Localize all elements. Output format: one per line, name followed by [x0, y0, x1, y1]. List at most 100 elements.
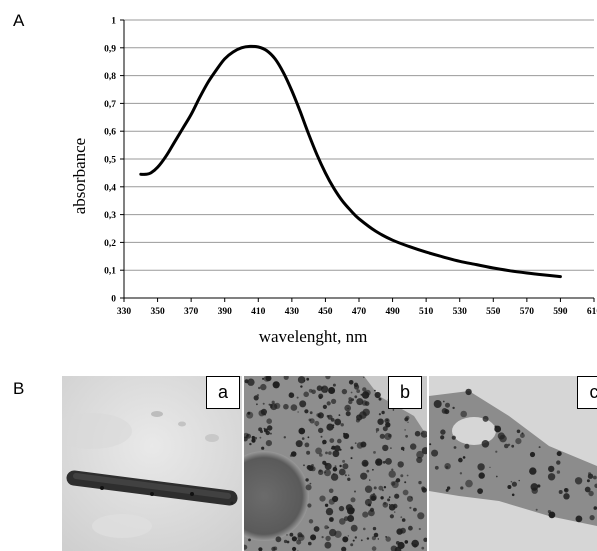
particle-dot [416, 456, 423, 464]
particle-dot [515, 438, 522, 445]
particle-dot [382, 460, 386, 464]
particle-dot [307, 465, 314, 471]
particle-dot [404, 429, 406, 431]
particle-dot [289, 392, 292, 395]
particle-dot [442, 400, 445, 403]
particle-dot [377, 538, 379, 540]
particle-dot [445, 402, 450, 408]
particle-dot [518, 479, 520, 482]
particle-dot [244, 379, 249, 384]
x-tick-label: 550 [486, 307, 501, 317]
particle-dot [329, 528, 337, 537]
particle-dot [373, 493, 375, 495]
particle-dot [259, 436, 262, 439]
particle-dot [386, 419, 389, 422]
particle-dot [263, 428, 268, 433]
particle-dot [372, 468, 374, 471]
particle-dot [360, 539, 363, 542]
particle-dot [341, 546, 347, 551]
particle-dot [382, 426, 388, 432]
particle-dot [362, 511, 369, 518]
particle-dot [413, 543, 417, 548]
particle-dot [322, 439, 327, 445]
micrograph-c: c [429, 376, 597, 551]
particle-dot [344, 474, 347, 477]
particle-dot [547, 473, 556, 481]
particle-dot [446, 486, 451, 490]
y-tick-label: 0 [111, 295, 116, 305]
x-tick-label: 410 [251, 307, 266, 317]
particle-dot [459, 472, 463, 475]
particle-dot [271, 400, 275, 404]
particle-dot [368, 509, 375, 517]
particle-dot [366, 537, 370, 540]
particle-dot [332, 426, 335, 429]
particle-dot [246, 434, 249, 437]
particle-dot [347, 407, 349, 410]
particle-dot [587, 473, 594, 479]
particle-dot [404, 540, 409, 544]
particle-dot [244, 544, 248, 550]
particle-dot [301, 535, 304, 538]
particle-dot [318, 427, 324, 434]
particle-dot [374, 389, 376, 392]
particle-dot [375, 428, 380, 432]
particle-dot [308, 519, 314, 524]
particle-dot [339, 518, 346, 525]
particle-dot [271, 546, 276, 551]
particle-dot [440, 429, 446, 435]
particle-dot [406, 474, 409, 477]
particle-dot [556, 470, 561, 474]
particle-dot [372, 526, 377, 531]
particle-dot [404, 417, 409, 422]
x-tick-label: 350 [150, 307, 165, 317]
particle-dot [348, 474, 350, 476]
y-tick-label: 0,8 [104, 72, 116, 82]
particle-dot [364, 485, 373, 493]
particle-dot [369, 479, 371, 481]
particle-dot [378, 485, 384, 491]
micrograph-a-image [62, 376, 242, 551]
particle-dot [405, 434, 408, 438]
particle-dot [319, 453, 323, 457]
particle-dot [331, 398, 337, 404]
particle-dot [409, 506, 412, 509]
chart-grid [124, 19, 594, 271]
particle-dot [332, 450, 340, 458]
particle-dot [313, 526, 320, 532]
particle-dot [359, 411, 367, 419]
x-tick-label: 530 [453, 307, 468, 317]
particle-dot [356, 398, 364, 406]
y-tick-label: 1 [111, 17, 116, 27]
particle-dot [511, 481, 517, 487]
particle-dot [377, 418, 384, 425]
particle-dot [511, 493, 515, 497]
particle-dot [465, 388, 472, 396]
particle-dot [322, 443, 324, 445]
particle-dot [516, 429, 521, 434]
particle-dot [395, 541, 400, 545]
particle-dot [297, 533, 305, 541]
particle-dot [406, 495, 414, 502]
particle-dot [303, 464, 305, 467]
particle-dot [347, 477, 351, 481]
micrograph-c-image [429, 376, 597, 551]
particle-dot [328, 451, 332, 455]
y-tick-label: 0,7 [104, 100, 116, 110]
particle-dot [350, 457, 353, 460]
particle-dot [371, 546, 377, 551]
particle-dot [391, 468, 394, 471]
particle-dot [350, 524, 358, 532]
y-tick-label: 0,3 [104, 211, 116, 221]
x-tick-label: 430 [285, 307, 300, 317]
particle-dot [348, 399, 353, 405]
particle-dot [564, 488, 569, 493]
particle-dot [286, 534, 288, 536]
micrograph-b-label: b [388, 376, 422, 409]
particle-dot [594, 483, 597, 488]
particle-dot [530, 483, 539, 491]
particle-dot [364, 498, 372, 506]
particle-dot [394, 511, 396, 513]
y-tick-label: 0,6 [104, 128, 116, 138]
particle-dot [401, 518, 406, 522]
